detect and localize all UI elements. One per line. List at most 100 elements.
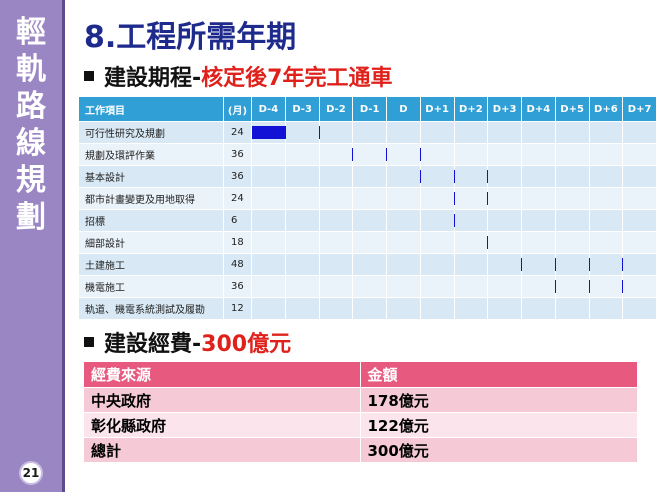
budget-header-source: 經費來源: [84, 362, 360, 388]
gantt-cell: [386, 297, 421, 320]
gantt-cell: [419, 253, 455, 276]
gantt-cell: [318, 165, 354, 188]
gantt-cell: [352, 121, 387, 144]
gantt-row: 規劃及環評作業 36: [78, 143, 656, 166]
gantt-cell: [487, 209, 522, 232]
schedule-heading: 建設期程-核定後7年完工通車: [84, 60, 392, 92]
gantt-header-months: (月): [223, 96, 252, 122]
gantt-task-name: 軌道、機電系統測試及履勘: [78, 297, 224, 320]
budget-row: 總計 300億元: [84, 437, 637, 463]
budget-source: 彰化縣政府: [84, 412, 360, 438]
gantt-cell: [554, 187, 590, 210]
gantt-row: 土建施工 48: [78, 253, 656, 276]
budget-amount: 300億元: [359, 437, 637, 463]
page-title: 8.工程所需年期: [84, 20, 297, 55]
gantt-period-header: D-4: [251, 96, 286, 122]
gantt-cell: [487, 275, 522, 298]
gantt-cell: [487, 165, 522, 188]
gantt-cell: [284, 121, 320, 144]
gantt-cell: [284, 253, 320, 276]
gantt-cell: [318, 187, 354, 210]
gantt-cell: [622, 187, 656, 210]
gantt-cell: [284, 165, 320, 188]
gantt-task-name: 細部設計: [78, 231, 224, 254]
gantt-cell: [521, 253, 556, 276]
gantt-cell: [521, 165, 556, 188]
gantt-cell: [453, 121, 489, 144]
gantt-cell: [352, 165, 387, 188]
schedule-heading-highlight: 核定後7年完工通車: [201, 66, 393, 91]
gantt-cell: [251, 297, 655, 320]
gantt-task-name: 招標: [78, 209, 224, 232]
gantt-cell: [521, 121, 556, 144]
gantt-cell: [419, 143, 455, 166]
gantt-cell: [554, 121, 590, 144]
gantt-cell: [419, 209, 455, 232]
gantt-cell: [588, 121, 624, 144]
gantt-cell: [554, 165, 590, 188]
gantt-cell: [554, 143, 590, 166]
gantt-period-header: D-1: [352, 96, 387, 122]
gantt-row: 軌道、機電系統測試及履勘 12: [78, 297, 656, 320]
gantt-cell: [284, 297, 320, 320]
gantt-cell: [588, 209, 624, 232]
sidebar-divider: [62, 0, 65, 492]
gantt-row: 細部設計 18: [78, 231, 656, 254]
gantt-task-name: 都市計畫變更及用地取得: [78, 187, 224, 210]
budget-heading-prefix: 建設經費-: [104, 332, 202, 357]
gantt-cell: [487, 297, 522, 320]
gantt-cell: [453, 187, 489, 210]
gantt-cell: [622, 297, 656, 320]
gantt-period-header: D+5: [554, 96, 590, 122]
gantt-task-name: 機電施工: [78, 275, 224, 298]
gantt-cell: [622, 121, 656, 144]
gantt-cell: [622, 165, 656, 188]
gantt-cell: [419, 231, 455, 254]
gantt-cell: [521, 209, 556, 232]
gantt-row: 機電施工 36: [78, 275, 656, 298]
gantt-cell: [386, 121, 421, 144]
gantt-cell: [622, 209, 656, 232]
gantt-task-months: 36: [223, 143, 252, 166]
gantt-cell: [622, 275, 656, 298]
sidebar-title-char: 輕: [16, 15, 46, 50]
gantt-period-header: D+2: [453, 96, 489, 122]
schedule-heading-prefix: 建設期程-: [104, 66, 202, 91]
gantt-task-months: 24: [223, 187, 252, 210]
gantt-cell: [487, 143, 522, 166]
gantt-period-header: D+1: [419, 96, 455, 122]
gantt-cell: [588, 143, 624, 166]
gantt-cell: [318, 275, 354, 298]
gantt-header-task: 工作項目: [78, 96, 224, 122]
gantt-cell: [588, 187, 624, 210]
gantt-cell: [386, 275, 421, 298]
gantt-cell: [251, 143, 421, 166]
sidebar-title-char: 規: [16, 163, 46, 198]
gantt-cell: [554, 253, 590, 276]
gantt-cell: [554, 209, 590, 232]
gantt-cell: [453, 297, 489, 320]
gantt-cell: [318, 143, 354, 166]
gantt-cell: [284, 231, 320, 254]
gantt-task-months: 12: [223, 297, 252, 320]
gantt-row: 可行性研究及規劃 24: [78, 121, 656, 144]
gantt-cell: [521, 187, 556, 210]
gantt-task-months: 18: [223, 231, 252, 254]
gantt-cell: [487, 121, 522, 144]
gantt-cell: [352, 297, 387, 320]
gantt-cell: [284, 143, 320, 166]
bullet-square-icon: [84, 337, 94, 347]
bullet-square-icon: [84, 71, 94, 81]
gantt-period-header: D+4: [521, 96, 556, 122]
gantt-cell: [588, 231, 624, 254]
gantt-cell: [521, 231, 556, 254]
gantt-cell: [318, 297, 354, 320]
gantt-cell: [251, 121, 320, 144]
budget-source: 中央政府: [84, 387, 360, 413]
gantt-task-name: 基本設計: [78, 165, 224, 188]
budget-row: 彰化縣政府 122億元: [84, 412, 637, 438]
gantt-cell: [386, 209, 421, 232]
gantt-period-header: D+7: [622, 96, 656, 122]
gantt-cell: [588, 253, 624, 276]
gantt-cell: [352, 275, 387, 298]
